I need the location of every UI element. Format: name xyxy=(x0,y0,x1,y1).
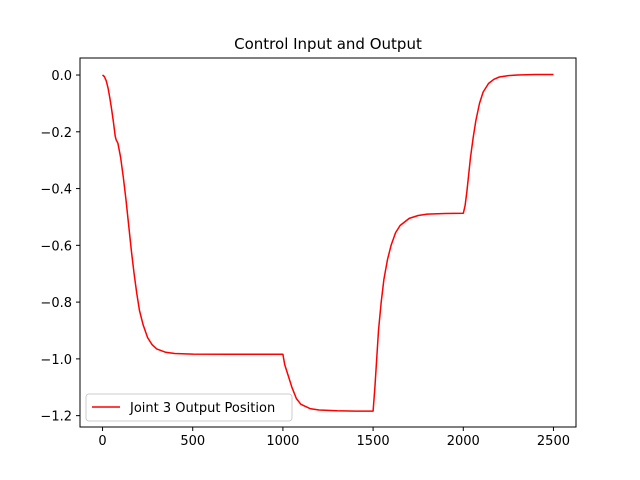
y-tick-label: −1.2 xyxy=(40,410,72,425)
x-tick-label: 500 xyxy=(180,434,205,449)
legend-label-joint-3: Joint 3 Output Position xyxy=(129,401,275,416)
legend: Joint 3 Output Position xyxy=(85,393,293,422)
x-tick-label: 2000 xyxy=(447,434,480,449)
y-tick-label: −0.2 xyxy=(40,126,72,141)
y-tick-label: −0.4 xyxy=(40,183,72,198)
plot-frame xyxy=(79,57,577,428)
y-tick-label: −0.8 xyxy=(40,296,72,311)
y-tick-label: 0.0 xyxy=(51,69,72,84)
y-axis-ticks: 0.0 −0.2 −0.4 −0.6 −0.8 −1.0 −1.2 xyxy=(40,69,80,425)
x-tick-label: 2500 xyxy=(537,434,570,449)
x-tick-label: 0 xyxy=(98,434,106,449)
x-tick-label: 1000 xyxy=(266,434,299,449)
y-tick-label: −0.6 xyxy=(40,239,72,254)
legend-box xyxy=(85,393,293,422)
y-tick-label: −1.0 xyxy=(40,353,72,368)
x-tick-label: 1500 xyxy=(357,434,390,449)
series-layer xyxy=(102,73,554,412)
series-line-joint-3-output-position xyxy=(102,73,554,412)
chart-title: Control Input and Output xyxy=(234,35,422,53)
x-axis-ticks: 0 500 1000 1500 2000 2500 xyxy=(98,427,570,449)
